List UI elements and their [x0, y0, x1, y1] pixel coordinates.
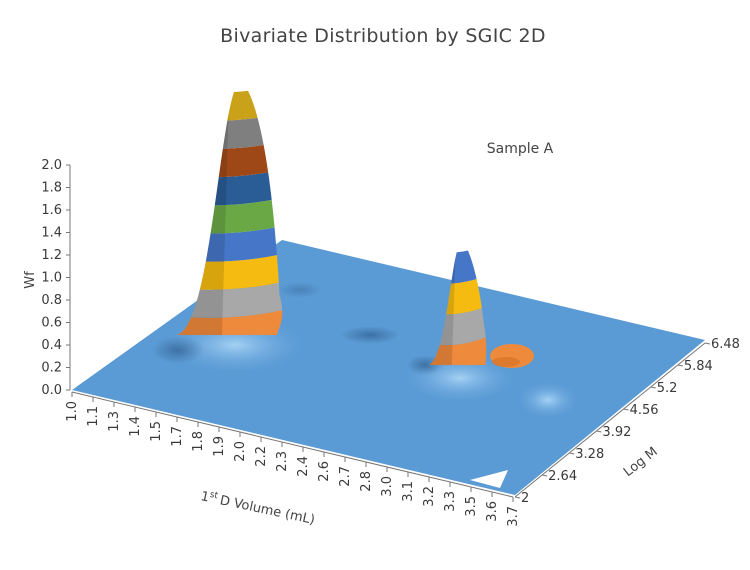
z-tick-label: 0.2 — [41, 361, 62, 376]
z-tick-label: 1.2 — [41, 248, 62, 263]
z-tick-label: 0.8 — [41, 293, 62, 308]
y-tick-label: 2 — [521, 491, 529, 506]
z-tick-label: 1.0 — [41, 271, 62, 286]
x-tick-label: 3.2 — [422, 486, 437, 507]
y-axis-ticks: 2 2.64 3.28 3.92 4.56 5.2 5.84 6.48 — [514, 337, 740, 506]
y-tick-mark — [514, 496, 521, 499]
z-axis-label: Wf — [23, 271, 38, 289]
y-tick-mark — [596, 430, 602, 433]
ridge-shadow-4 — [278, 282, 322, 298]
y-tick-mark — [569, 452, 575, 455]
z-tick-label: 1.8 — [41, 181, 62, 196]
sample-label: Sample A — [487, 141, 554, 157]
surface-notch — [470, 470, 508, 488]
z-axis-ticks: 0.0 0.2 0.4 0.6 0.8 1.0 1.2 1.4 1.6 1.8 2.0 — [41, 158, 70, 398]
x-axis-label: 1stD Volume (mL) — [199, 488, 316, 528]
z-tick-label: 2.0 — [41, 158, 62, 173]
x-tick-label: 1.3 — [107, 411, 122, 432]
x-tick-label: 1.0 — [65, 401, 80, 422]
x-tick-label: 2.0 — [233, 441, 248, 462]
y-tick-mark — [677, 364, 683, 367]
y-tick-mark — [542, 474, 548, 477]
z-tick-label: 1.6 — [41, 203, 62, 218]
x-tick-label: 2.7 — [338, 466, 353, 487]
ridge-highlight-3 — [518, 382, 578, 418]
x-tick-label: 1.9 — [212, 436, 227, 457]
y-tick-label: 4.56 — [630, 403, 659, 418]
y-tick-label: 2.64 — [548, 469, 577, 484]
x-tick-label: 3.0 — [380, 476, 395, 497]
peak-contour-band — [429, 328, 487, 365]
x-axis-ticks: 1.0 1.1 1.3 1.4 1.5 1.7 1.8 1.9 2.0 2.2 2.3 2.4 2.6 2… — [65, 392, 521, 527]
chart-title: Bivariate Distribution by SGIC 2D — [220, 25, 546, 47]
z-tick-label: 0.4 — [41, 338, 62, 353]
x-tick-label: 1.1 — [86, 406, 101, 427]
x-tick-label: 2.4 — [296, 456, 311, 477]
surface-base — [72, 240, 705, 495]
x-axis-line — [71, 391, 514, 498]
z-tick-label: 0.6 — [41, 316, 62, 331]
peak-shading — [177, 82, 230, 335]
ridge-shadow-2 — [340, 326, 400, 344]
x-tick-label: 2.3 — [275, 451, 290, 472]
y-tick-label: 5.84 — [684, 359, 713, 374]
x-tick-label: 3.5 — [464, 496, 479, 517]
y-axis-line — [514, 342, 706, 498]
y-tick-label: 6.48 — [711, 337, 740, 352]
x-tick-label: 1.4 — [128, 416, 143, 437]
x-tick-label: 2.6 — [317, 461, 332, 482]
x-tick-label: 3.3 — [443, 491, 458, 512]
y-tick-mark — [704, 342, 711, 345]
x-tick-label: 1.8 — [191, 431, 206, 452]
z-tick-label: 0.0 — [41, 383, 62, 398]
y-tick-label: 3.92 — [602, 425, 631, 440]
x-axis-label-main: D Volume (mL) — [218, 493, 316, 528]
y-tick-mark — [650, 386, 656, 389]
x-axis-label-sup: st — [209, 490, 220, 502]
y-tick-mark — [623, 408, 629, 411]
z-tick-label: 1.4 — [41, 226, 62, 241]
ridge-shadow-1 — [152, 336, 204, 364]
x-tick-label: 1.5 — [149, 421, 164, 442]
y-axis-label: Log M — [621, 444, 661, 480]
x-tick-label: 3.7 — [506, 506, 521, 527]
x-tick-label: 3.6 — [485, 501, 500, 522]
x-tick-label: 2.8 — [359, 471, 374, 492]
y-tick-label: 3.28 — [575, 447, 604, 462]
peak-contour-band — [177, 81, 283, 122]
peak-3-shade — [492, 357, 520, 367]
x-tick-label: 1.7 — [170, 426, 185, 447]
x-axis-label-prefix: 1 — [199, 489, 210, 505]
x-tick-label: 3.1 — [401, 481, 416, 502]
y-tick-label: 5.2 — [657, 381, 678, 396]
x-tick-label: 2.2 — [254, 446, 269, 467]
